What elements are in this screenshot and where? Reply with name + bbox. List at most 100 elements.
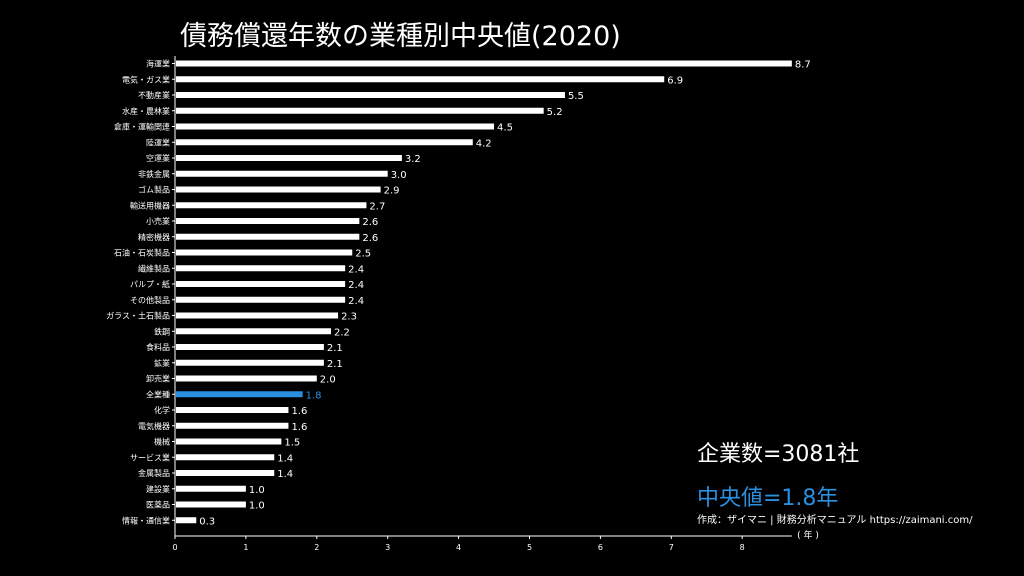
category-label: 空運業 [146,153,170,163]
x-tick-label: 5 [527,543,532,552]
bar [176,249,353,256]
value-label: 2.9 [384,186,400,197]
bar [176,407,289,413]
value-label: 2.1 [327,343,343,354]
median-value: 中央値=1.8年 [697,486,839,511]
bar [176,155,402,161]
value-label: 5.2 [547,107,563,118]
bar [176,202,367,209]
bar [176,92,565,98]
bar [176,422,289,429]
value-label: 0.3 [199,516,215,527]
category-label: 情報・通信業 [122,515,170,525]
bar [176,328,331,335]
bar [176,265,346,272]
category-label: 金属製品 [138,468,170,478]
bar [176,60,792,67]
x-tick-label: 2 [314,543,319,552]
bar [176,233,360,240]
value-label: 2.7 [369,201,385,212]
value-label: 1.8 [306,390,322,401]
category-label: 機械 [154,437,170,447]
bar [176,76,665,83]
x-tick-label: 7 [669,543,674,552]
value-label: 2.5 [355,249,371,260]
value-label: 2.1 [327,359,343,370]
bar [176,344,324,350]
category-label: 海運業 [146,59,170,69]
value-label: 2.2 [334,327,350,338]
x-tick-label: 1 [243,543,248,552]
value-label: 6.9 [667,75,683,86]
category-label: 卸売業 [146,374,170,384]
value-label: 1.6 [291,406,307,417]
bar [176,170,388,177]
bar [176,375,317,382]
value-label: 1.0 [249,501,265,512]
value-label: 8.7 [795,60,811,71]
bar [176,501,246,508]
category-label: ガラス・土石製品 [106,311,170,321]
value-label: 2.0 [320,375,336,386]
value-label: 2.4 [348,264,364,275]
bar [176,312,339,319]
value-label: 2.3 [341,312,357,323]
category-label: 電気機器 [138,421,170,431]
category-label: 精密機器 [138,232,170,242]
credit-text: 作成：ザイマニ | 財務分析マニュアル https://zaimani.com/ [697,515,973,526]
bar [176,123,495,130]
bar [176,218,360,224]
value-label: 2.4 [348,280,364,291]
category-label: 非鉄金属 [138,169,170,179]
bar [176,391,303,398]
category-label: 医薬品 [146,500,170,510]
value-label: 2.6 [362,233,378,244]
bar [176,139,473,146]
value-label: 1.4 [277,469,293,480]
value-label: 4.2 [476,138,492,149]
category-label: パルプ・紙 [130,279,170,289]
value-label: 1.6 [291,422,307,433]
category-label: 石油・石炭製品 [114,248,170,258]
value-label: 1.5 [284,438,300,449]
x-tick-label: 6 [598,543,603,552]
value-label: 3.0 [391,170,407,181]
bar [176,107,544,114]
bar [176,281,346,287]
x-tick-label: 3 [385,543,390,552]
category-label: 化学 [154,405,170,415]
x-tick-label: 4 [456,543,461,552]
x-tick-label: 8 [740,543,745,552]
category-label: 鉄鋼 [154,326,170,336]
bar [176,438,282,445]
value-label: 2.4 [348,296,364,307]
company-count: 企業数=3081社 [697,442,860,467]
bar [176,186,381,193]
stats-panel: 企業数=3081社 中央値=1.8年 [697,436,859,512]
bar [176,470,275,476]
value-label: 5.5 [568,91,584,102]
category-label: 繊維製品 [138,263,170,273]
bar [176,296,346,303]
value-label: 1.0 [249,485,265,496]
bar [176,485,246,492]
category-label: 不動産業 [138,90,170,100]
value-label: 2.6 [362,217,378,228]
category-label: 建設業 [146,484,170,494]
category-label: 食料品 [146,342,170,352]
category-label: その他製品 [130,295,170,305]
category-label: ゴム製品 [138,185,170,195]
category-label: 電気・ガス業 [122,74,170,84]
category-label: 水産・農林業 [122,106,170,116]
category-label: 陸運業 [146,137,170,147]
category-label: 鉱業 [154,358,170,368]
category-label: 倉庫・運輸関連 [114,122,170,132]
value-label: 3.2 [405,154,421,165]
bar [176,359,324,366]
value-label: 4.5 [497,123,513,134]
value-label: 1.4 [277,453,293,464]
bar [176,517,197,524]
category-label: 輸送用機器 [130,200,170,210]
chart-title: 債務償還年数の業種別中央値(2020) [180,21,621,52]
